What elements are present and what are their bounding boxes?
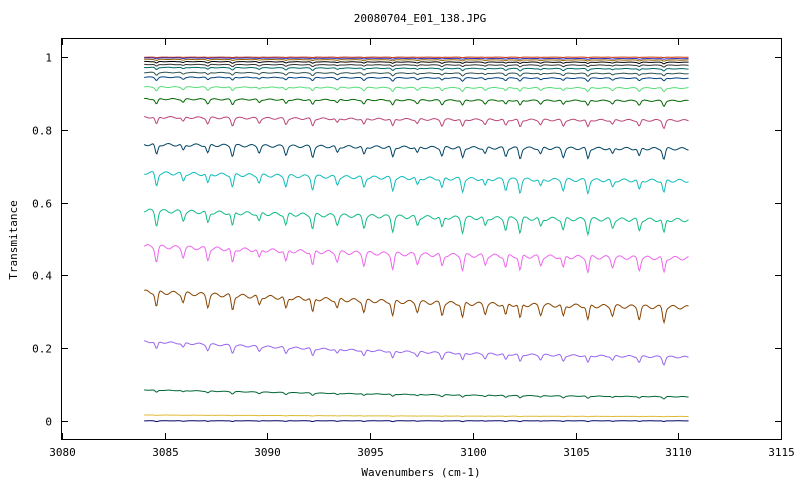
series-line bbox=[144, 420, 689, 423]
x-tick-label: 3105 bbox=[563, 446, 590, 459]
x-tick-label: 3085 bbox=[152, 446, 179, 459]
y-tick-label: 0.6 bbox=[32, 198, 52, 211]
x-tick-label: 3110 bbox=[665, 446, 692, 459]
x-tick-label: 3080 bbox=[49, 446, 76, 459]
series-line bbox=[144, 171, 689, 196]
series-line bbox=[144, 57, 689, 60]
series-line bbox=[144, 389, 689, 400]
series-line bbox=[144, 63, 689, 68]
series-line bbox=[143, 208, 689, 237]
x-tick-label: 3095 bbox=[357, 446, 384, 459]
series-line bbox=[144, 58, 689, 62]
y-tick-label: 0.8 bbox=[32, 125, 52, 138]
y-tick-label: 0.2 bbox=[32, 343, 52, 356]
series-line bbox=[144, 115, 689, 130]
x-tick-label: 3115 bbox=[768, 446, 795, 459]
y-tick-label: 1 bbox=[45, 52, 52, 65]
chart-title: 20080704_E01_138.JPG bbox=[354, 12, 486, 25]
series-line bbox=[143, 143, 689, 161]
y-tick-label: 0 bbox=[45, 416, 52, 429]
series-line bbox=[144, 76, 689, 82]
series-line bbox=[144, 289, 689, 325]
x-tick-label: 3090 bbox=[254, 446, 281, 459]
series-line bbox=[144, 97, 689, 108]
y-tick-label: 0.4 bbox=[32, 270, 52, 283]
series-lines bbox=[143, 56, 689, 423]
series-line bbox=[144, 340, 689, 366]
x-axis-label: Wavenumbers (cm-1) bbox=[361, 466, 480, 479]
x-tick-label: 3100 bbox=[460, 446, 487, 459]
series-line bbox=[143, 244, 689, 275]
series-line bbox=[144, 60, 689, 65]
plot-frame bbox=[61, 38, 782, 440]
axis-ticks: 3080 3085 3090 3095 3100 3105 3110 3115 0 0.2 0.4 0… bbox=[32, 39, 795, 459]
series-line bbox=[144, 414, 689, 418]
series-line bbox=[144, 86, 689, 93]
series-line bbox=[144, 66, 689, 72]
y-axis-label: Transmitance bbox=[7, 200, 20, 279]
series-line bbox=[144, 71, 689, 77]
